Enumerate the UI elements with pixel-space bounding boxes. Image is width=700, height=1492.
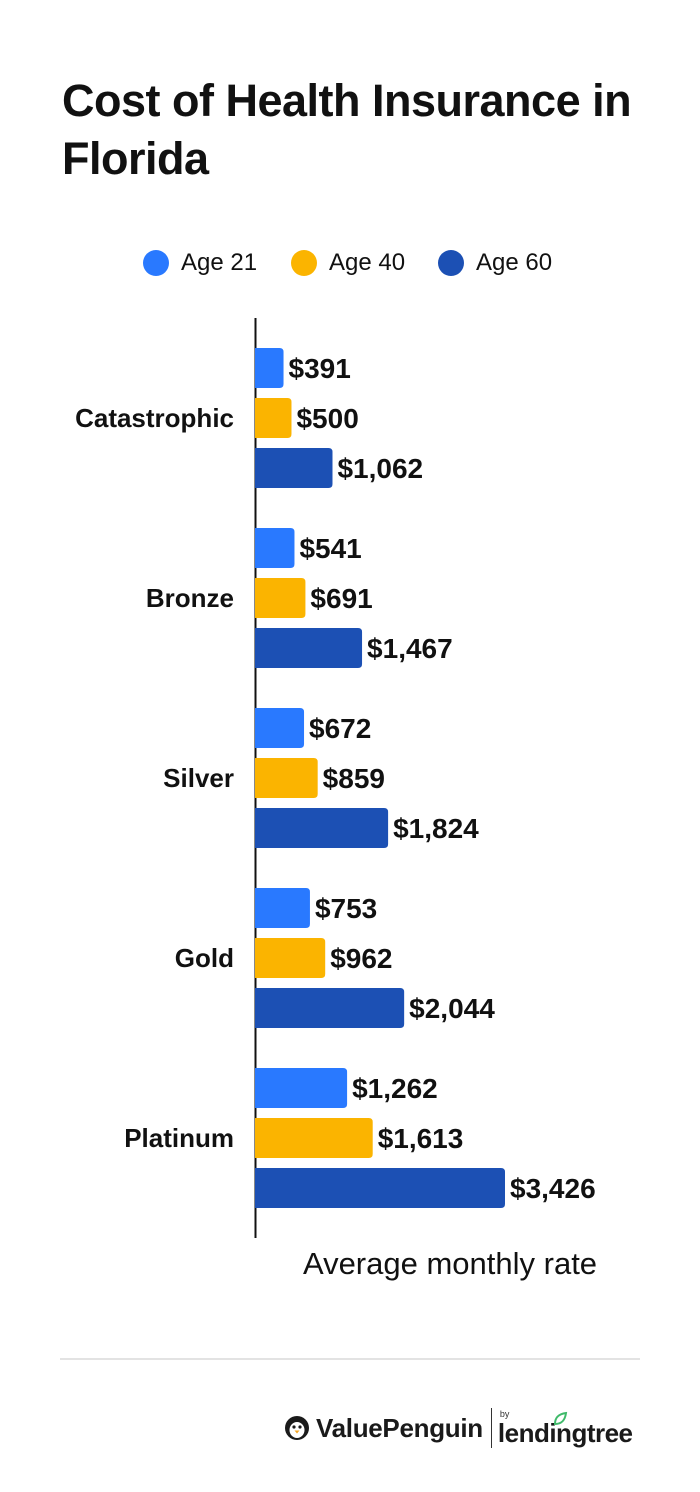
bar-platinum-age-21	[255, 1068, 348, 1108]
bar-silver-age-40	[255, 758, 318, 798]
legend-label-age-40: Age 40	[329, 249, 406, 276]
value-label-platinum-age-60: $3,426	[510, 1173, 596, 1204]
category-label-gold: Gold	[175, 943, 234, 973]
bar-gold-age-21	[255, 888, 310, 928]
value-label-gold-age-40: $962	[330, 943, 392, 974]
value-label-gold-age-21: $753	[315, 893, 377, 924]
value-label-bronze-age-40: $691	[310, 583, 372, 614]
chart-title: Cost of Health Insurance in Florida	[62, 75, 632, 184]
lendingtree-wordmark: lendingtree	[497, 1418, 633, 1448]
footer-logos: ValuePenguin by lendingtree	[284, 1400, 633, 1456]
bar-catastrophic-age-21	[255, 348, 284, 388]
legend-item-age-40: Age 40	[291, 246, 405, 280]
bar-bronze-age-40	[255, 578, 306, 618]
value-label-silver-age-21: $672	[309, 713, 371, 744]
bar-gold-age-60	[255, 988, 405, 1028]
valuepenguin-logo: ValuePenguin	[284, 1413, 483, 1444]
value-label-bronze-age-21: $541	[299, 533, 361, 564]
bar-chart: $391 $500 $1,062 $541 $691 $1,467 $672 $859 $1,8…	[75, 318, 596, 1238]
footer-divider	[60, 1358, 640, 1360]
category-label-bronze: Bronze	[146, 583, 234, 613]
legend-swatch-age-21	[143, 250, 169, 276]
logo-separator	[490, 1408, 492, 1448]
bar-silver-age-60	[255, 808, 389, 848]
legend-swatch-age-40	[291, 250, 317, 276]
value-label-catastrophic-age-60: $1,062	[337, 453, 423, 484]
value-label-catastrophic-age-40: $500	[296, 403, 358, 434]
lendingtree-logo: by lendingtree	[498, 1409, 633, 1447]
bar-silver-age-21	[255, 708, 305, 748]
bar-gold-age-40	[255, 938, 326, 978]
legend-label-age-60: Age 60	[476, 249, 553, 276]
value-label-catastrophic-age-21: $391	[289, 353, 351, 384]
legend-item-age-21: Age 21	[143, 246, 257, 280]
penguin-icon	[285, 1416, 309, 1440]
value-label-gold-age-60: $2,044	[409, 993, 495, 1024]
value-label-silver-age-60: $1,824	[393, 813, 479, 844]
legend-item-age-60: Age 60	[438, 246, 552, 280]
value-label-platinum-age-21: $1,262	[352, 1073, 438, 1104]
bar-bronze-age-21	[255, 528, 295, 568]
category-label-silver: Silver	[163, 763, 234, 793]
legend-swatch-age-60	[438, 250, 464, 276]
lendingtree-by: by	[499, 1409, 510, 1419]
bar-platinum-age-60	[255, 1168, 505, 1208]
leaf-icon	[553, 1411, 568, 1426]
value-label-platinum-age-40: $1,613	[378, 1123, 464, 1154]
value-label-bronze-age-60: $1,467	[367, 633, 453, 664]
value-label-silver-age-40: $859	[323, 763, 385, 794]
category-label-catastrophic: Catastrophic	[75, 403, 234, 433]
bars-group: $391 $500 $1,062 $541 $691 $1,467 $672 $859 $1,8…	[255, 348, 596, 1208]
bar-catastrophic-age-40	[255, 398, 292, 438]
legend: Age 21 Age 40 Age 60	[0, 246, 700, 280]
valuepenguin-wordmark: ValuePenguin	[316, 1412, 483, 1443]
legend-label-age-21: Age 21	[181, 249, 258, 276]
bar-platinum-age-40	[255, 1118, 373, 1158]
bar-bronze-age-60	[255, 628, 363, 668]
x-axis-label: Average monthly rate	[302, 1246, 598, 1281]
bar-catastrophic-age-60	[255, 448, 333, 488]
category-label-platinum: Platinum	[124, 1123, 234, 1153]
